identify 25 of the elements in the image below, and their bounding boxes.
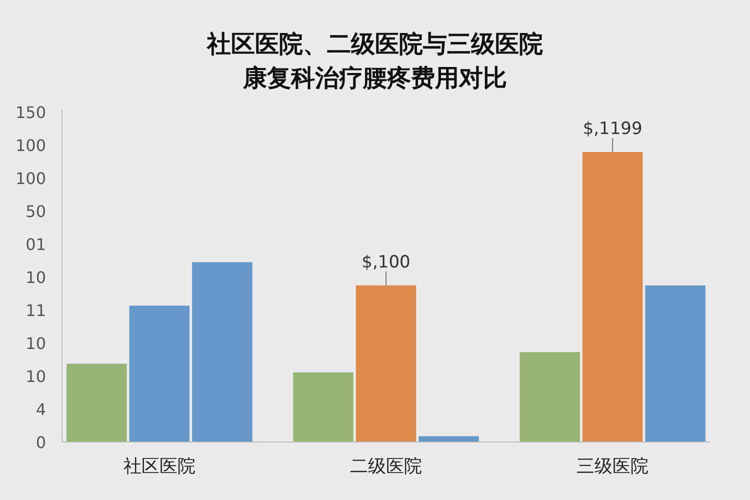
text: 150	[15, 103, 46, 122]
x-tick-label: 二级医院	[350, 456, 422, 477]
chart-title: 社区医院、二级医院与三级医院康复科治疗腰疼费用对比	[206, 30, 543, 92]
bar	[356, 285, 416, 442]
annotation: $,1199	[582, 119, 642, 139]
text: 10	[26, 367, 46, 386]
bar	[192, 262, 252, 442]
text: 4	[36, 400, 46, 419]
bar	[645, 285, 706, 442]
bar	[520, 352, 580, 442]
x-tick-label: 三级医院	[576, 456, 649, 477]
text: 100	[15, 136, 46, 155]
text: 0	[36, 433, 46, 452]
bar	[418, 436, 479, 442]
bar	[293, 372, 354, 442]
text: 100	[15, 169, 46, 188]
x-tick-label: 社区医院	[123, 456, 196, 477]
annotation: $,100	[362, 252, 410, 272]
bar	[582, 152, 643, 442]
text: 10	[26, 268, 46, 287]
text: 01	[26, 235, 46, 254]
text: 50	[26, 202, 46, 221]
text: 10	[26, 334, 46, 353]
bar	[66, 364, 127, 442]
text: 11	[26, 301, 46, 320]
